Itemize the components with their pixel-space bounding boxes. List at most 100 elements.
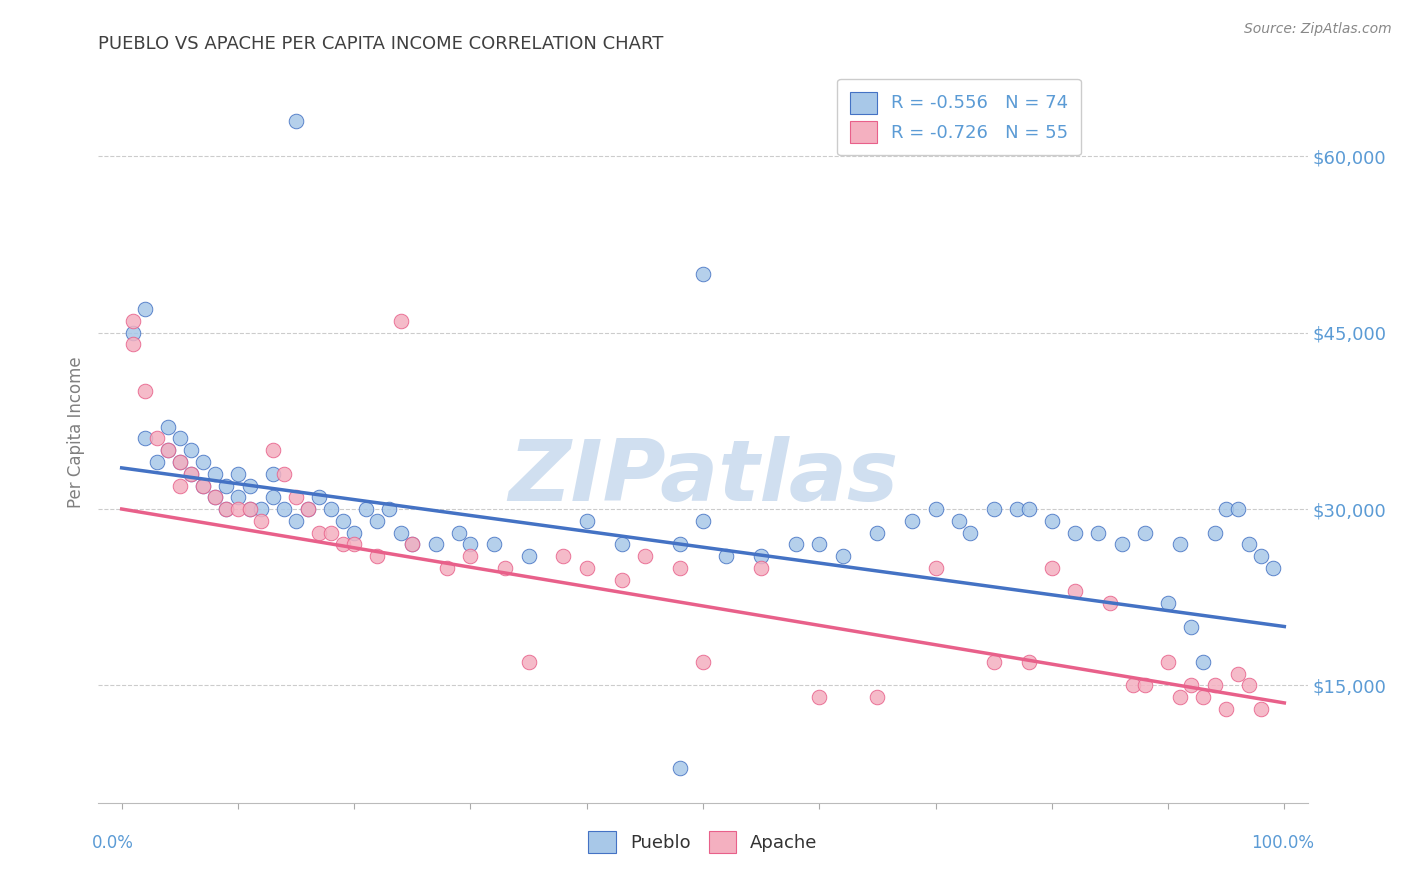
Point <box>959 525 981 540</box>
Text: Source: ZipAtlas.com: Source: ZipAtlas.com <box>1244 22 1392 37</box>
Point <box>262 443 284 458</box>
Point <box>634 549 657 563</box>
Point <box>250 514 273 528</box>
Point <box>366 549 388 563</box>
Y-axis label: Per Capita Income: Per Capita Income <box>67 357 86 508</box>
Point <box>1133 525 1156 540</box>
Point <box>250 502 273 516</box>
Point <box>1040 514 1063 528</box>
Point <box>145 455 167 469</box>
Point <box>692 655 714 669</box>
Point <box>354 502 377 516</box>
Point <box>262 490 284 504</box>
Point <box>866 690 889 704</box>
Point <box>204 490 226 504</box>
Point <box>297 502 319 516</box>
Point <box>668 561 690 575</box>
Point <box>575 514 598 528</box>
Point <box>215 502 238 516</box>
Point <box>482 537 505 551</box>
Point <box>901 514 924 528</box>
Point <box>157 419 180 434</box>
Point <box>1250 702 1272 716</box>
Point <box>215 478 238 492</box>
Point <box>517 655 540 669</box>
Point <box>610 537 633 551</box>
Point <box>1111 537 1133 551</box>
Point <box>134 302 156 317</box>
Point <box>157 443 180 458</box>
Point <box>1018 502 1040 516</box>
Point <box>1064 525 1087 540</box>
Point <box>319 502 342 516</box>
Point <box>553 549 575 563</box>
Point <box>308 525 330 540</box>
Point <box>239 478 262 492</box>
Point <box>343 525 366 540</box>
Text: 0.0%: 0.0% <box>91 834 134 852</box>
Point <box>808 690 831 704</box>
Legend: Pueblo, Apache: Pueblo, Apache <box>581 824 825 861</box>
Point <box>285 114 308 128</box>
Point <box>924 561 946 575</box>
Point <box>1122 678 1144 692</box>
Point <box>983 502 1005 516</box>
Point <box>273 502 295 516</box>
Point <box>866 525 889 540</box>
Point <box>1018 655 1040 669</box>
Point <box>134 432 156 446</box>
Point <box>134 384 156 399</box>
Point <box>1098 596 1121 610</box>
Point <box>749 549 772 563</box>
Point <box>157 443 180 458</box>
Point <box>122 326 145 340</box>
Point <box>285 490 308 504</box>
Point <box>460 537 482 551</box>
Point <box>436 561 458 575</box>
Point <box>668 760 690 774</box>
Point <box>297 502 319 516</box>
Point <box>610 573 633 587</box>
Point <box>831 549 853 563</box>
Point <box>343 537 366 551</box>
Point <box>401 537 423 551</box>
Point <box>180 467 202 481</box>
Point <box>180 467 202 481</box>
Point <box>239 502 262 516</box>
Point <box>924 502 946 516</box>
Point <box>447 525 470 540</box>
Point <box>1215 502 1237 516</box>
Point <box>716 549 738 563</box>
Point <box>308 490 330 504</box>
Point <box>749 561 772 575</box>
Point <box>1239 678 1261 692</box>
Point <box>262 467 284 481</box>
Point <box>239 502 262 516</box>
Point <box>389 525 412 540</box>
Point <box>1180 619 1202 633</box>
Point <box>1215 702 1237 716</box>
Point <box>1168 690 1191 704</box>
Point <box>808 537 831 551</box>
Point <box>180 443 202 458</box>
Point <box>204 490 226 504</box>
Point <box>169 455 191 469</box>
Point <box>1226 666 1249 681</box>
Point <box>1064 584 1087 599</box>
Text: ZIPatlas: ZIPatlas <box>508 435 898 518</box>
Point <box>226 490 249 504</box>
Point <box>1157 655 1180 669</box>
Point <box>1261 561 1284 575</box>
Point <box>378 502 401 516</box>
Point <box>668 537 690 551</box>
Point <box>692 514 714 528</box>
Point <box>1192 655 1215 669</box>
Point <box>1133 678 1156 692</box>
Point <box>1087 525 1109 540</box>
Point <box>191 478 214 492</box>
Point <box>983 655 1005 669</box>
Point <box>169 455 191 469</box>
Point <box>204 467 226 481</box>
Point <box>285 514 308 528</box>
Point <box>1239 537 1261 551</box>
